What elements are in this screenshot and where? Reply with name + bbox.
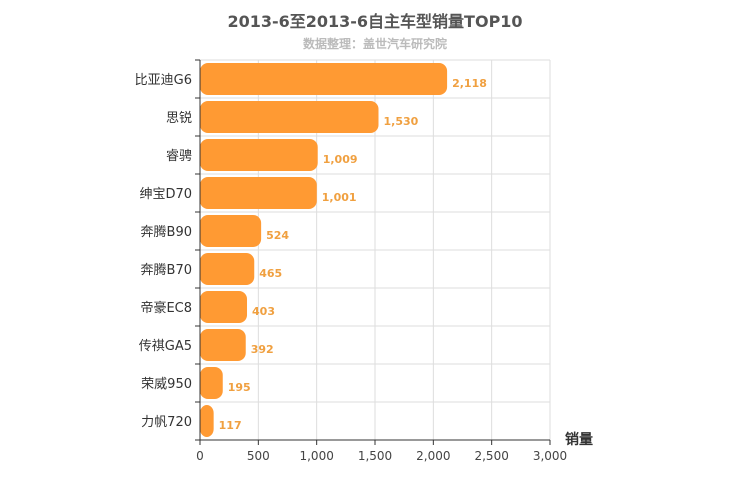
bar: [200, 405, 214, 437]
grid-lines: [200, 59, 551, 441]
bar: [200, 177, 317, 209]
bars: [200, 63, 448, 437]
data-label: 1,001: [322, 191, 357, 204]
chart-subtitle: 数据整理：盖世汽车研究院: [302, 37, 447, 51]
x-tick-label: 2,500: [474, 449, 508, 463]
category-label: 荣威950: [141, 377, 192, 392]
category-label: 奔腾B70: [141, 262, 192, 278]
labels: 2,118 比亚迪G6 1,530 思锐 1,009 睿骋 1,001 绅宝D70 524 奔腾B…: [135, 73, 487, 432]
category-label: 绅宝D70: [139, 187, 192, 202]
axes: 0 500 1,000 1,500 2,000 2,500 3,000: [195, 59, 567, 463]
category-label: 比亚迪G6: [135, 73, 192, 88]
x-tick-label: 2,000: [416, 449, 450, 463]
chart-title: 2013-6至2013-6自主车型销量TOP10: [227, 12, 523, 31]
x-tick-label: 1,000: [299, 449, 333, 463]
data-label: 392: [251, 343, 274, 356]
bar: [200, 291, 248, 323]
x-tick-label: 1,500: [358, 449, 392, 463]
x-tick-label: 500: [247, 449, 270, 463]
data-label: 403: [252, 305, 275, 318]
data-label: 2,118: [452, 77, 487, 90]
data-label: 1,009: [323, 153, 358, 166]
bar: [200, 329, 246, 361]
category-label: 睿骋: [166, 149, 192, 164]
data-label: 524: [266, 229, 289, 242]
bar: [200, 63, 448, 95]
data-label: 465: [259, 267, 282, 280]
data-label: 195: [228, 381, 251, 394]
bar: [200, 139, 318, 171]
category-label: 力帆720: [141, 415, 192, 430]
category-label: 思锐: [166, 111, 192, 126]
category-label: 帝豪EC8: [140, 300, 192, 316]
category-label: 奔腾B90: [141, 224, 192, 240]
x-tick-label: 0: [196, 449, 204, 463]
x-tick-label: 3,000: [533, 449, 567, 463]
data-label: 1,530: [384, 115, 419, 128]
data-label: 117: [219, 419, 242, 432]
bar: [200, 367, 223, 399]
bar: [200, 101, 379, 133]
category-label: 传祺GA5: [139, 339, 192, 354]
bar: [200, 215, 262, 247]
bar: [200, 253, 255, 285]
x-axis-name: 销量: [565, 431, 593, 448]
